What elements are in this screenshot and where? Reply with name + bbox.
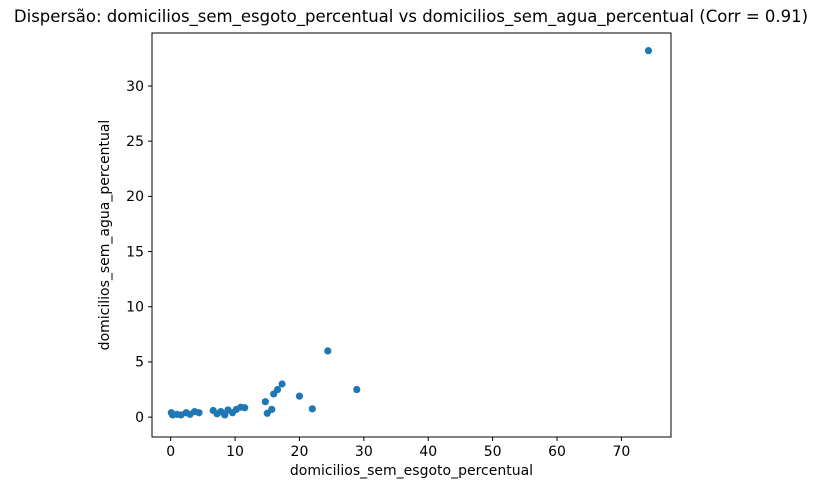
scatter-point bbox=[261, 398, 269, 406]
x-tick-label: 70 bbox=[613, 444, 631, 460]
x-tick-label: 10 bbox=[226, 444, 244, 460]
scatter-point bbox=[644, 47, 653, 55]
x-tick-label: 0 bbox=[166, 444, 175, 460]
y-tick-label: 25 bbox=[126, 134, 144, 150]
scatter-point bbox=[324, 347, 332, 355]
y-tick-label: 15 bbox=[126, 244, 144, 260]
scatter-point bbox=[241, 404, 249, 412]
x-tick-label: 40 bbox=[419, 444, 437, 460]
axes-frame bbox=[151, 32, 672, 438]
plot-frame bbox=[151, 32, 672, 438]
y-tick-label: 0 bbox=[135, 410, 144, 426]
scatter-point bbox=[308, 405, 316, 413]
x-axis-label: domicilios_sem_esgoto_percentual bbox=[290, 463, 533, 479]
y-tick-label: 5 bbox=[135, 355, 144, 371]
y-tick-label: 10 bbox=[126, 300, 144, 316]
scatter-point bbox=[268, 405, 276, 414]
scatter-point bbox=[273, 385, 282, 394]
y-axis-label: domicilios_sem_agua_percentual bbox=[97, 120, 113, 351]
x-tick-label: 30 bbox=[355, 444, 373, 460]
scatter-point bbox=[278, 380, 286, 388]
y-tick-label: 20 bbox=[126, 189, 144, 205]
scatter-point bbox=[195, 409, 203, 417]
axis-ticks: 0 10 20 30 40 50 60 70 0 5 10 15 20 25 30 bbox=[126, 79, 630, 460]
scatter-point bbox=[353, 385, 361, 394]
scatter-points bbox=[167, 47, 653, 419]
x-tick-label: 50 bbox=[484, 444, 502, 460]
scatter-point bbox=[295, 392, 304, 400]
x-tick-label: 20 bbox=[291, 444, 309, 460]
chart-title: Dispersão: domicilios_sem_esgoto_percent… bbox=[14, 7, 808, 27]
x-tick-label: 60 bbox=[548, 444, 566, 460]
y-tick-label: 30 bbox=[126, 79, 144, 95]
